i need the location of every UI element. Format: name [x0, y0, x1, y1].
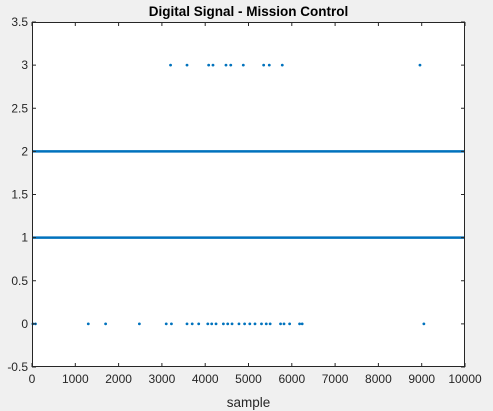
- data-point: [267, 63, 271, 67]
- data-point: [248, 322, 252, 326]
- data-point: [226, 322, 230, 326]
- data-point: [298, 322, 301, 326]
- y-tick-label: 2.5: [11, 101, 28, 115]
- data-point: [207, 63, 211, 67]
- data-point: [86, 322, 90, 326]
- data-point: [237, 322, 241, 326]
- data-point: [282, 322, 286, 326]
- data-point: [211, 63, 215, 67]
- data-point: [197, 322, 201, 326]
- data-point: [243, 322, 247, 326]
- y-tick-label: 2: [21, 144, 28, 158]
- x-tick-label: 0: [29, 372, 36, 386]
- data-point: [104, 322, 108, 326]
- data-point: [422, 322, 426, 326]
- data-point: [229, 63, 233, 67]
- data-point: [230, 322, 234, 326]
- y-tick-label: 3: [21, 58, 28, 72]
- chart-title: Digital Signal - Mission Control: [149, 4, 349, 19]
- y-tick-label: 0: [21, 317, 28, 331]
- x-tick-label: 1000: [62, 372, 89, 386]
- y-tick-label: 1: [21, 231, 28, 245]
- x-tick-label: 7000: [322, 372, 349, 386]
- data-point: [185, 322, 189, 326]
- y-tick-label: 3.5: [11, 15, 28, 29]
- x-tick-label: 2000: [105, 372, 132, 386]
- y-axis-ticks: -0.5 0 0.5 1 1.5 2 2.5 3 3.5: [7, 15, 465, 374]
- x-tick-label: 8000: [365, 372, 392, 386]
- y-tick-label: 0.5: [11, 274, 28, 288]
- data-point: [268, 322, 272, 326]
- data-point: [164, 322, 168, 326]
- data-point: [170, 322, 173, 326]
- data-point: [280, 63, 284, 67]
- data-point: [279, 322, 282, 326]
- data-point: [214, 322, 218, 326]
- x-tick-label: 10000: [448, 372, 482, 386]
- data-point: [418, 63, 422, 67]
- x-tick-label: 6000: [278, 372, 305, 386]
- data-point: [190, 322, 194, 326]
- data-point: [260, 322, 263, 326]
- data-point: [253, 322, 257, 326]
- data-point: [169, 63, 172, 67]
- data-point: [241, 63, 245, 67]
- x-tick-label: 3000: [149, 372, 176, 386]
- data-point: [137, 322, 141, 326]
- axes-background: [32, 22, 465, 367]
- x-axis-ticks: 0 1000 2000 3000 4000 5000 6000 7000 8000 9000 100…: [29, 22, 482, 386]
- data-point: [300, 322, 304, 326]
- y-tick-label: -0.5: [7, 360, 28, 374]
- data-point: [221, 322, 225, 326]
- data-points: [31, 63, 465, 326]
- x-tick-label: 5000: [235, 372, 262, 386]
- x-tick-label: 9000: [408, 372, 435, 386]
- data-point: [262, 63, 266, 67]
- data-point: [210, 322, 214, 326]
- y-tick-label: 1.5: [11, 188, 28, 202]
- data-point: [206, 322, 210, 326]
- data-point: [264, 322, 268, 326]
- data-point: [224, 63, 228, 67]
- x-axis-label: sample: [227, 395, 271, 410]
- data-point: [185, 63, 189, 67]
- data-point: [288, 322, 292, 326]
- x-tick-label: 4000: [192, 372, 219, 386]
